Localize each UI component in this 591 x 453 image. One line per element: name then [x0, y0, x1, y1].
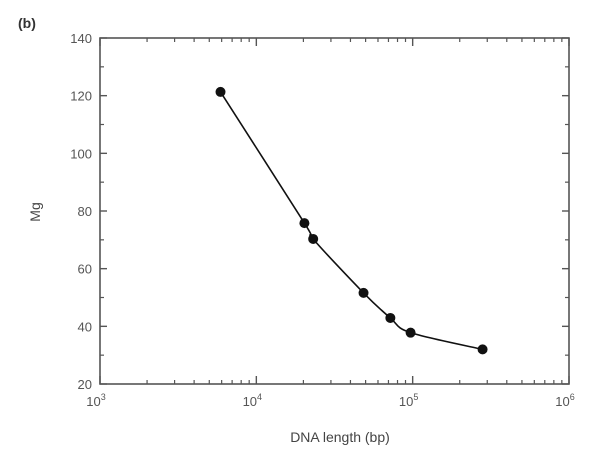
y-tick-label: 140 [70, 31, 92, 46]
y-tick-label: 20 [78, 377, 92, 392]
y-tick-label: 40 [78, 319, 92, 334]
x-axis-title: DNA length (bp) [290, 429, 390, 445]
data-point [308, 233, 319, 244]
y-tick-label: 120 [70, 89, 92, 104]
y-tick-label: 80 [78, 204, 92, 219]
data-point [385, 312, 396, 323]
y-tick-label: 60 [78, 262, 92, 277]
data-point [477, 344, 488, 355]
data-point [299, 218, 310, 229]
series-layer [215, 86, 488, 355]
y-axis-title: Mg [27, 202, 43, 221]
data-point [405, 327, 416, 338]
panel-label: (b) [18, 15, 36, 31]
y-tick-label: 100 [70, 146, 92, 161]
data-point [358, 287, 369, 298]
data-point [215, 86, 226, 97]
